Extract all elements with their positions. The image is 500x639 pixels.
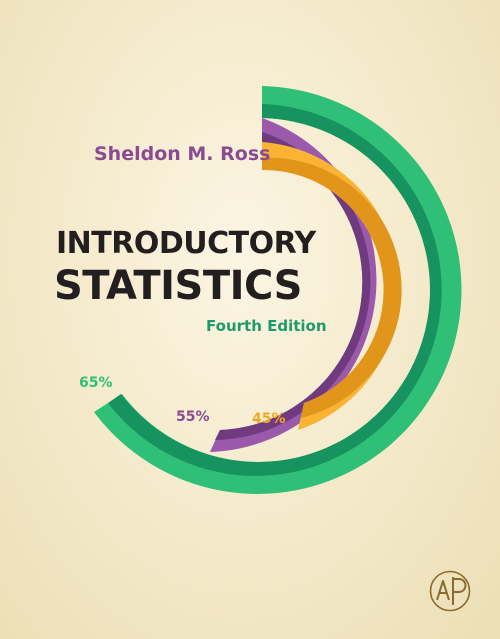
ring-45-label: 45% — [252, 411, 286, 427]
title-line-2: STATISTICS — [54, 263, 302, 309]
ring-55-icon — [210, 118, 377, 452]
elsevier-ap-logo-icon — [429, 570, 471, 612]
ring-55-label: 55% — [176, 409, 210, 425]
ring-65-label: 65% — [79, 375, 113, 391]
title-line-1: INTRODUCTORY — [56, 226, 316, 261]
ring-45-icon — [262, 142, 402, 430]
ring-45-inner-band — [262, 157, 402, 418]
author-name: Sheldon M. Ross — [94, 143, 271, 165]
edition-label: Fourth Edition — [206, 317, 327, 335]
